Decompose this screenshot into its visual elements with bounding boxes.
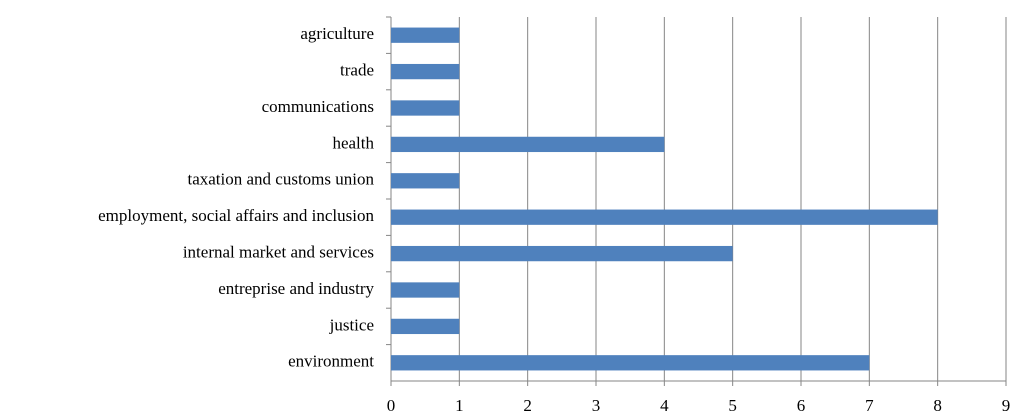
bar — [391, 173, 460, 189]
x-tick-label: 0 — [387, 396, 396, 415]
bar — [391, 209, 938, 225]
bar — [391, 63, 460, 80]
x-tick-label: 1 — [455, 396, 464, 415]
bar — [391, 355, 870, 371]
y-tick-label: employment, social affairs and inclusion — [98, 206, 374, 225]
y-tick-label: communications — [262, 97, 374, 116]
x-tick-label: 2 — [523, 396, 532, 415]
y-tick-label: agriculture — [300, 24, 374, 43]
x-tick-label: 7 — [865, 396, 874, 415]
y-tick-label: taxation and customs union — [187, 170, 374, 189]
x-tick-label: 4 — [660, 396, 669, 415]
y-tick-label: internal market and services — [183, 243, 374, 262]
bar — [391, 136, 665, 153]
bar — [391, 318, 460, 335]
y-tick-label: entreprise and industry — [218, 279, 374, 298]
bar — [391, 245, 733, 262]
y-tick-label: health — [332, 133, 374, 152]
y-tick-label: environment — [288, 352, 374, 371]
bar — [391, 282, 460, 298]
x-tick-label: 5 — [728, 396, 737, 415]
bar — [391, 100, 460, 116]
x-tick-label: 9 — [1002, 396, 1010, 415]
bar — [391, 27, 460, 43]
x-tick-label: 3 — [592, 396, 601, 415]
y-tick-label: trade — [340, 61, 374, 80]
x-tick-label: 8 — [933, 396, 942, 415]
x-tick-label: 6 — [797, 396, 806, 415]
y-tick-label: justice — [329, 315, 374, 334]
